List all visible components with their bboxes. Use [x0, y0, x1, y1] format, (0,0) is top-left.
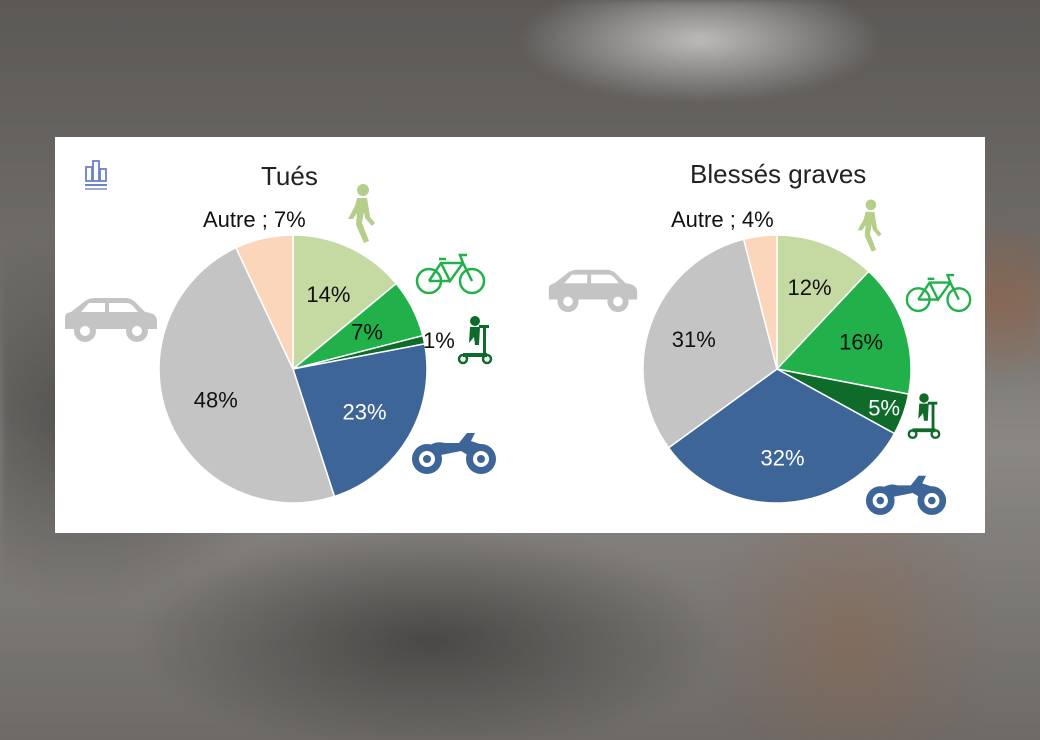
data-label-piéton: 12% — [788, 275, 832, 300]
pie-slice-voiture — [158, 246, 336, 504]
label-autre-blesses: Autre ; 4% — [671, 207, 774, 232]
data-label-voiture: 48% — [194, 388, 238, 413]
data-label-vélo: 7% — [351, 319, 383, 344]
data-label-moto: 23% — [342, 399, 386, 424]
car-icon — [548, 269, 638, 313]
data-label-voiture: 31% — [672, 327, 716, 352]
pie-slice-autre — [234, 234, 294, 370]
pie-slice-vélo — [775, 270, 912, 395]
chart-title-tues: Tués — [261, 161, 318, 191]
scooter-icon — [907, 393, 941, 440]
car-icon — [65, 298, 157, 342]
pie-chart-blesses: 12% 16% 5% 32% 31% — [642, 234, 912, 504]
pie-slice-piéton — [776, 234, 870, 371]
logo-icon — [85, 160, 107, 190]
data-label-vélo: 16% — [839, 330, 883, 355]
pie-slice-moto — [292, 343, 428, 498]
motorcycle-icon — [865, 475, 947, 515]
scooter-icon — [457, 316, 493, 365]
data-label-moto: 32% — [761, 445, 805, 470]
pie-slice-autre — [742, 234, 778, 370]
pedestrian-icon — [348, 184, 375, 243]
pie-slice-moto — [667, 368, 896, 504]
bicycle-icon — [905, 273, 972, 313]
bicycle-icon — [415, 253, 486, 295]
pedestrian-icon — [857, 199, 882, 252]
pie-slice-voiture — [642, 238, 778, 449]
motorcycle-icon — [412, 433, 496, 474]
label-trottinette-tues: 1% — [423, 328, 455, 353]
chart-title-blesses: Blessés graves — [690, 159, 867, 189]
chart-panel: Tués 14% 7% 23% 48% Autre ; 7% 1% Blessés g… — [55, 137, 985, 533]
pie-chart-tues: 14%7% 23% 48% — [158, 234, 428, 504]
pie-slice-piéton — [292, 234, 398, 371]
data-label-piéton: 14% — [306, 282, 350, 307]
data-label-trottinette: 5% — [868, 396, 900, 421]
label-autre-tues: Autre ; 7% — [203, 207, 306, 232]
